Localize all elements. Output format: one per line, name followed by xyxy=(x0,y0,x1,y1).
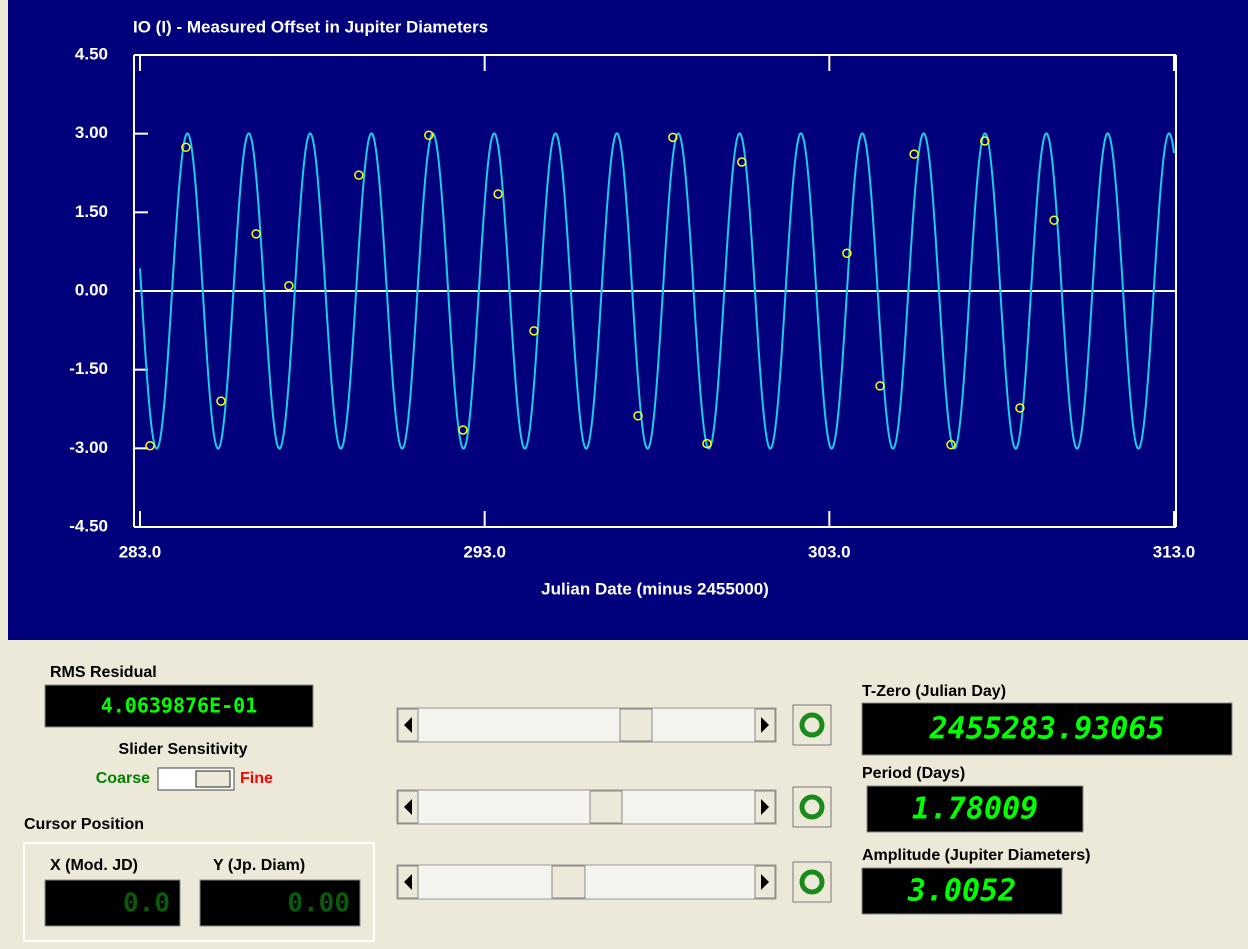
data-point xyxy=(842,248,852,258)
rms-label: RMS Residual xyxy=(50,664,157,681)
y-tick-label: 4.50 xyxy=(75,44,108,63)
rms-display xyxy=(44,684,314,728)
data-point xyxy=(354,170,364,180)
cursor-x-label: X (Mod. JD) xyxy=(50,857,138,874)
data-point xyxy=(251,229,261,239)
x-axis-label: Julian Date (minus 2455000) xyxy=(541,579,769,598)
cursor-label: Cursor Position xyxy=(24,816,144,833)
data-point xyxy=(284,281,294,291)
cursor-x-display xyxy=(44,879,181,927)
fine-label: Fine xyxy=(240,770,273,787)
cursor-group xyxy=(23,842,375,942)
amplitude-value: 3.0052 xyxy=(907,874,1016,909)
data-point xyxy=(909,149,919,159)
refresh-button[interactable] xyxy=(792,704,832,746)
period-display xyxy=(866,785,1084,833)
cursor-x-value: 0.0 xyxy=(123,889,170,919)
data-point xyxy=(668,132,678,143)
t-zero-label: T-Zero (Julian Day) xyxy=(862,683,1006,700)
y-tick-label: -4.50 xyxy=(69,516,108,535)
data-point xyxy=(980,136,990,146)
x-tick-label: 283.0 xyxy=(119,542,162,561)
data-point xyxy=(493,189,503,199)
refresh-button[interactable] xyxy=(792,861,832,903)
rms-value: 4.0639876E-01 xyxy=(101,694,258,718)
slider[interactable] xyxy=(396,707,777,743)
data-point xyxy=(633,411,643,421)
cursor-y-display xyxy=(199,879,361,927)
cursor-y-label: Y (Jp. Diam) xyxy=(213,857,305,874)
model-curve xyxy=(139,132,1175,450)
data-point xyxy=(529,326,539,336)
amplitude-label: Amplitude (Jupiter Diameters) xyxy=(862,847,1090,864)
data-point xyxy=(145,440,155,451)
cursor-y-value: 0.00 xyxy=(287,889,350,919)
coarse-label: Coarse xyxy=(96,770,150,787)
slider[interactable] xyxy=(396,789,777,825)
amplitude-display xyxy=(861,867,1063,915)
plot-background xyxy=(8,0,1248,640)
t-zero-value: 2455283.93065 xyxy=(929,712,1165,747)
slider[interactable] xyxy=(396,864,777,900)
y-tick-label: -1.50 xyxy=(69,359,108,378)
y-tick-label: 1.50 xyxy=(75,202,108,221)
data-point xyxy=(1049,215,1059,225)
x-tick-label: 293.0 xyxy=(463,542,506,561)
chart-title: IO (I) - Measured Offset in Jupiter Diam… xyxy=(133,17,488,36)
toggle-thumb xyxy=(195,770,231,788)
data-point xyxy=(458,425,468,435)
data-point xyxy=(737,157,747,167)
data-point xyxy=(875,381,885,391)
x-tick-label: 303.0 xyxy=(808,542,851,561)
y-tick-label: 3.00 xyxy=(75,123,108,142)
data-point xyxy=(1015,403,1025,413)
y-tick-label: 0.00 xyxy=(75,280,108,299)
data-point xyxy=(181,142,191,153)
data-point xyxy=(946,439,956,450)
refresh-button[interactable] xyxy=(792,786,832,828)
x-tick-label: 313.0 xyxy=(1153,542,1196,561)
data-point xyxy=(702,438,712,449)
period-label: Period (Days) xyxy=(862,765,965,782)
data-point xyxy=(216,396,226,406)
t-zero-display xyxy=(861,702,1233,756)
plot-area: 4.50 3.00 1.50 0.00 -1.50 -3.00 -4.50 283.0 293.… xyxy=(69,44,1195,561)
y-tick-label: -3.00 xyxy=(69,438,108,457)
data-point xyxy=(424,130,434,140)
period-value: 1.78009 xyxy=(912,792,1038,827)
sensitivity-label: Slider Sensitivity xyxy=(119,741,248,758)
